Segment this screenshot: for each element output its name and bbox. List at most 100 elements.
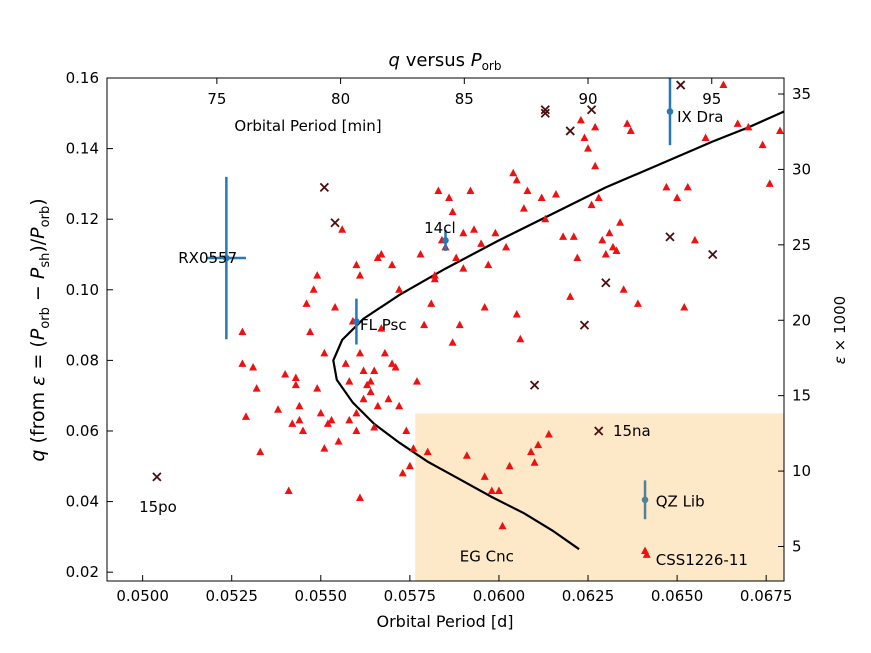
- data-point-triangle: [427, 299, 436, 307]
- data-point-triangle: [252, 384, 261, 392]
- data-point-triangle: [662, 182, 671, 191]
- x-tick-label: 0.0550: [295, 587, 348, 605]
- data-point-triangle: [466, 186, 475, 194]
- y-tick-label: 0.02: [66, 563, 99, 581]
- y-tick-label: 0.14: [66, 140, 99, 158]
- data-point-triangle: [580, 133, 589, 142]
- data-point-triangle: [616, 218, 625, 226]
- data-point-triangle: [633, 299, 642, 307]
- annotation-label: RX0557: [178, 249, 237, 267]
- error-bar-point: [223, 254, 230, 262]
- right-tick-label: 35: [792, 85, 811, 103]
- data-point-triangle: [462, 451, 471, 459]
- data-point-triangle: [459, 264, 468, 272]
- data-point-triangle: [331, 302, 340, 311]
- data-point-triangle: [377, 324, 386, 332]
- data-point-triangle: [673, 193, 682, 202]
- data-point-triangle: [398, 468, 407, 477]
- data-point-cross: [565, 126, 575, 136]
- data-point-triangle: [551, 189, 560, 198]
- data-point-triangle: [527, 447, 536, 456]
- data-point-triangle: [477, 239, 486, 247]
- data-point-triangle: [316, 408, 325, 417]
- data-point-triangle: [313, 384, 322, 392]
- data-point-triangle: [530, 458, 539, 466]
- y-tick-label: 0.08: [66, 351, 99, 369]
- x-tick-label: 0.0625: [562, 587, 615, 605]
- data-point-triangle: [601, 249, 610, 258]
- data-point-triangle: [241, 412, 250, 420]
- data-point-cross: [665, 232, 675, 242]
- x-tick-label: 0.0575: [384, 587, 437, 605]
- top-tick-label: 80: [331, 90, 350, 108]
- data-point-triangle: [623, 119, 632, 127]
- data-point-triangle: [416, 249, 425, 258]
- x-tick-label: 0.0500: [116, 587, 169, 605]
- data-point-triangle: [370, 366, 379, 374]
- data-point-triangle: [238, 327, 247, 336]
- data-point-cross: [330, 218, 340, 228]
- data-point-triangle: [544, 430, 553, 438]
- data-point-triangle: [455, 320, 464, 329]
- data-point-triangle: [366, 377, 375, 385]
- data-point-triangle: [584, 144, 593, 152]
- data-point-triangle: [591, 122, 600, 131]
- data-point-triangle: [373, 401, 382, 410]
- right-tick-label: 15: [792, 387, 811, 405]
- annotation-label: 15na: [613, 422, 651, 440]
- data-point-triangle: [470, 225, 479, 233]
- data-point-triangle: [291, 373, 300, 382]
- annotation-layer: RX0557 FL Psc 14cl IX Dra 15na 15po EG Cnc QZ L…: [139, 108, 748, 569]
- data-point-triangle: [512, 175, 521, 184]
- data-point-triangle: [295, 415, 304, 424]
- data-point-triangle: [355, 493, 364, 502]
- axes-layer: 0.0500 0.0525 0.0550 0.0575 0.0600 0.0625 0.06…: [66, 69, 812, 605]
- data-point-triangle: [594, 193, 603, 202]
- data-point-triangle: [523, 186, 532, 194]
- data-point-triangle: [541, 214, 550, 223]
- y-tick-label: 0.06: [66, 422, 99, 440]
- annotation-label: 14cl: [424, 219, 456, 237]
- data-point-triangle: [306, 327, 315, 336]
- chart-title: q versus Porb: [389, 50, 502, 73]
- data-point-triangle: [281, 370, 290, 378]
- data-point-cross: [708, 249, 718, 260]
- data-point-triangle: [484, 260, 493, 269]
- data-point-triangle: [733, 119, 742, 127]
- data-point-triangle: [587, 200, 596, 209]
- data-point-triangle: [765, 179, 774, 187]
- data-point-triangle: [355, 348, 364, 357]
- data-point-triangle: [334, 437, 343, 445]
- x-tick-label: 0.0650: [651, 587, 704, 605]
- data-point-triangle: [626, 126, 635, 134]
- data-point-triangle: [612, 246, 621, 254]
- data-point-triangle: [256, 447, 265, 456]
- data-point-triangle: [619, 285, 628, 293]
- data-point-cross: [540, 105, 550, 115]
- data-point-triangle: [388, 359, 397, 367]
- data-point-triangle: [327, 415, 336, 424]
- y-tick-label: 0.12: [66, 210, 99, 228]
- data-point-triangle: [573, 253, 582, 262]
- data-point-triangle: [313, 271, 322, 279]
- data-point-triangle: [569, 232, 578, 240]
- data-point-triangle: [445, 193, 454, 202]
- data-point-triangle: [576, 115, 585, 124]
- data-point-triangle: [608, 242, 617, 251]
- data-point-triangle: [302, 299, 311, 307]
- data-point-triangle: [274, 405, 283, 413]
- data-point-triangle: [480, 472, 489, 480]
- data-point-cross: [319, 182, 329, 193]
- data-point-triangle: [388, 260, 397, 269]
- data-point-triangle: [352, 426, 361, 434]
- x-tick-label: 0.0675: [740, 587, 793, 605]
- y-tick-label: 0.16: [66, 69, 99, 87]
- data-point-triangle: [395, 285, 404, 293]
- data-point-triangle: [776, 126, 784, 134]
- data-point-cross: [579, 320, 590, 330]
- data-point-triangle: [320, 444, 329, 452]
- data-point-triangle: [370, 422, 379, 431]
- data-point-triangle: [420, 320, 429, 329]
- data-point-triangle: [598, 235, 607, 244]
